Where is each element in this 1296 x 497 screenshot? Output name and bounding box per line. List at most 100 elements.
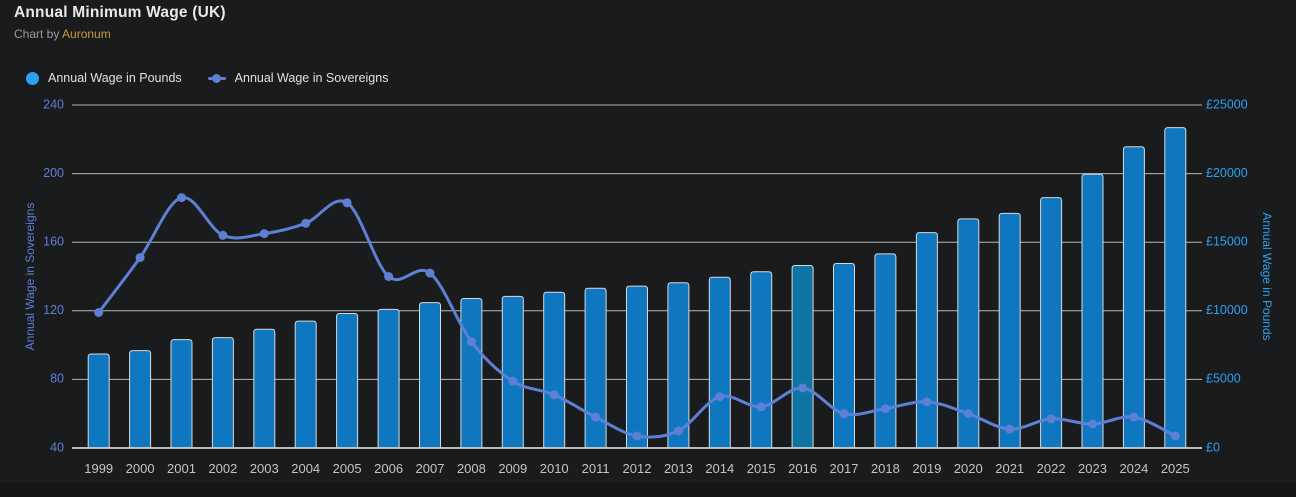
bar-2021[interactable] <box>998 212 1021 449</box>
x-axis-tick-label: 2024 <box>1119 461 1148 476</box>
line-point-2024[interactable] <box>1129 412 1139 422</box>
bar-2016[interactable] <box>791 265 814 449</box>
bar-2023[interactable] <box>1081 173 1104 449</box>
line-point-2002[interactable] <box>218 230 228 240</box>
right-axis-tick-label: £0 <box>1206 440 1220 454</box>
bar-2015[interactable] <box>750 271 773 449</box>
legend-item-sovereigns[interactable]: Annual Wage in Sovereigns <box>207 71 389 85</box>
bar-2019[interactable] <box>915 232 938 449</box>
line-point-2021[interactable] <box>1005 424 1015 434</box>
bar-2014[interactable] <box>708 276 731 449</box>
left-axis-tick-label: 120 <box>43 303 64 317</box>
x-axis-tick-label: 2023 <box>1078 461 1107 476</box>
x-axis-tick-label: 2015 <box>747 461 776 476</box>
line-point-2012[interactable] <box>632 431 642 441</box>
page-background-strip <box>0 483 1296 497</box>
line-point-2000[interactable] <box>135 253 145 263</box>
x-axis-tick-label: 2007 <box>416 461 445 476</box>
line-point-2013[interactable] <box>673 426 683 436</box>
bar-2013[interactable] <box>667 282 690 449</box>
bar-2004[interactable] <box>294 320 317 449</box>
bar-2018[interactable] <box>874 253 897 449</box>
right-axis-tick-label: £10000 <box>1206 303 1248 317</box>
line-point-2006[interactable] <box>384 272 394 281</box>
bar-2012[interactable] <box>626 285 648 449</box>
right-axis-tick-label: £20000 <box>1206 166 1248 180</box>
line-point-2005[interactable] <box>342 198 352 208</box>
bar-2003[interactable] <box>253 328 276 449</box>
subtitle-prefix: Chart by <box>14 27 63 41</box>
page-title: Annual Minimum Wage (UK) <box>14 4 226 21</box>
line-point-2025[interactable] <box>1170 431 1180 441</box>
x-axis-tick-label: 2013 <box>664 461 693 476</box>
x-axis-tick-label: 2016 <box>788 461 817 476</box>
bar-2001[interactable] <box>170 339 193 449</box>
line-point-2023[interactable] <box>1088 419 1097 429</box>
line-point-2001[interactable] <box>177 193 186 203</box>
left-axis-tick-label: 40 <box>50 440 64 454</box>
x-axis-tick-label: 2004 <box>291 461 320 476</box>
x-axis-tick-label: 2011 <box>582 461 610 476</box>
line-point-2017[interactable] <box>839 409 849 419</box>
bar-2017[interactable] <box>833 263 855 449</box>
line-point-2004[interactable] <box>301 218 311 228</box>
line-point-2022[interactable] <box>1046 414 1056 424</box>
line-point-2018[interactable] <box>880 404 890 414</box>
chart-subtitle: Chart by Auronum <box>14 27 111 41</box>
bar-2022[interactable] <box>1040 197 1063 449</box>
bar-2020[interactable] <box>957 218 980 449</box>
x-axis-tick-label: 2006 <box>374 461 403 476</box>
line-point-2010[interactable] <box>549 390 559 400</box>
bar-2007[interactable] <box>419 302 441 449</box>
bar-2009[interactable] <box>501 295 524 449</box>
right-axis-tick-label: £15000 <box>1206 234 1248 248</box>
line-point-1999[interactable] <box>94 308 104 317</box>
bar-2010[interactable] <box>543 291 566 449</box>
x-axis-tick-label: 2009 <box>498 461 527 476</box>
right-axis-tick-label: £5000 <box>1206 372 1241 386</box>
bar-1999[interactable] <box>87 353 110 449</box>
x-axis-tick-label: 2001 <box>167 461 196 476</box>
x-axis-tick-label: 2012 <box>623 461 652 476</box>
bar-2005[interactable] <box>336 313 359 449</box>
x-axis-tick-label: 2017 <box>830 461 859 476</box>
line-point-2007[interactable] <box>425 268 435 278</box>
bar-2008[interactable] <box>460 298 483 449</box>
x-axis-tick-label: 2020 <box>954 461 983 476</box>
bar-2011[interactable] <box>584 287 607 449</box>
left-axis-tick-label: 80 <box>50 372 64 386</box>
x-axis-tick-label: 1999 <box>84 461 113 476</box>
legend-item-pounds[interactable]: Annual Wage in Pounds <box>26 71 182 85</box>
sovereigns-swatch-line-dot-icon <box>207 73 226 83</box>
line-point-2014[interactable] <box>715 392 725 402</box>
bar-2000[interactable] <box>129 350 152 449</box>
bar-2024[interactable] <box>1122 146 1145 449</box>
line-point-2011[interactable] <box>591 412 601 422</box>
x-axis-tick-label: 2022 <box>1037 461 1066 476</box>
line-point-2019[interactable] <box>922 397 932 407</box>
x-axis-tick-label: 2005 <box>333 461 362 476</box>
x-axis-tick-label: 2010 <box>540 461 569 476</box>
left-axis-tick-label: 160 <box>43 234 64 248</box>
left-axis-tick-label: 200 <box>43 166 64 180</box>
left-axis-tick-label: 240 <box>43 97 64 111</box>
line-point-2009[interactable] <box>508 376 518 386</box>
bar-2025[interactable] <box>1164 127 1187 449</box>
legend-label-sovereigns: Annual Wage in Sovereigns <box>234 71 389 85</box>
line-point-2015[interactable] <box>756 402 766 412</box>
x-axis-tick-label: 2014 <box>705 461 734 476</box>
x-axis-tick-label: 2019 <box>912 461 941 476</box>
line-point-2020[interactable] <box>963 409 973 419</box>
bar-2002[interactable] <box>211 337 234 449</box>
brand-link[interactable]: Auronum <box>62 27 111 41</box>
pounds-swatch-circle-icon <box>26 71 39 85</box>
legend-label-pounds: Annual Wage in Pounds <box>48 71 182 85</box>
bar-2006[interactable] <box>377 308 400 449</box>
line-point-2003[interactable] <box>259 229 269 239</box>
x-axis-tick-label: 2002 <box>208 461 237 476</box>
line-point-2008[interactable] <box>466 337 476 347</box>
x-axis-tick-label: 2008 <box>457 461 486 476</box>
line-point-2016[interactable] <box>798 383 808 393</box>
